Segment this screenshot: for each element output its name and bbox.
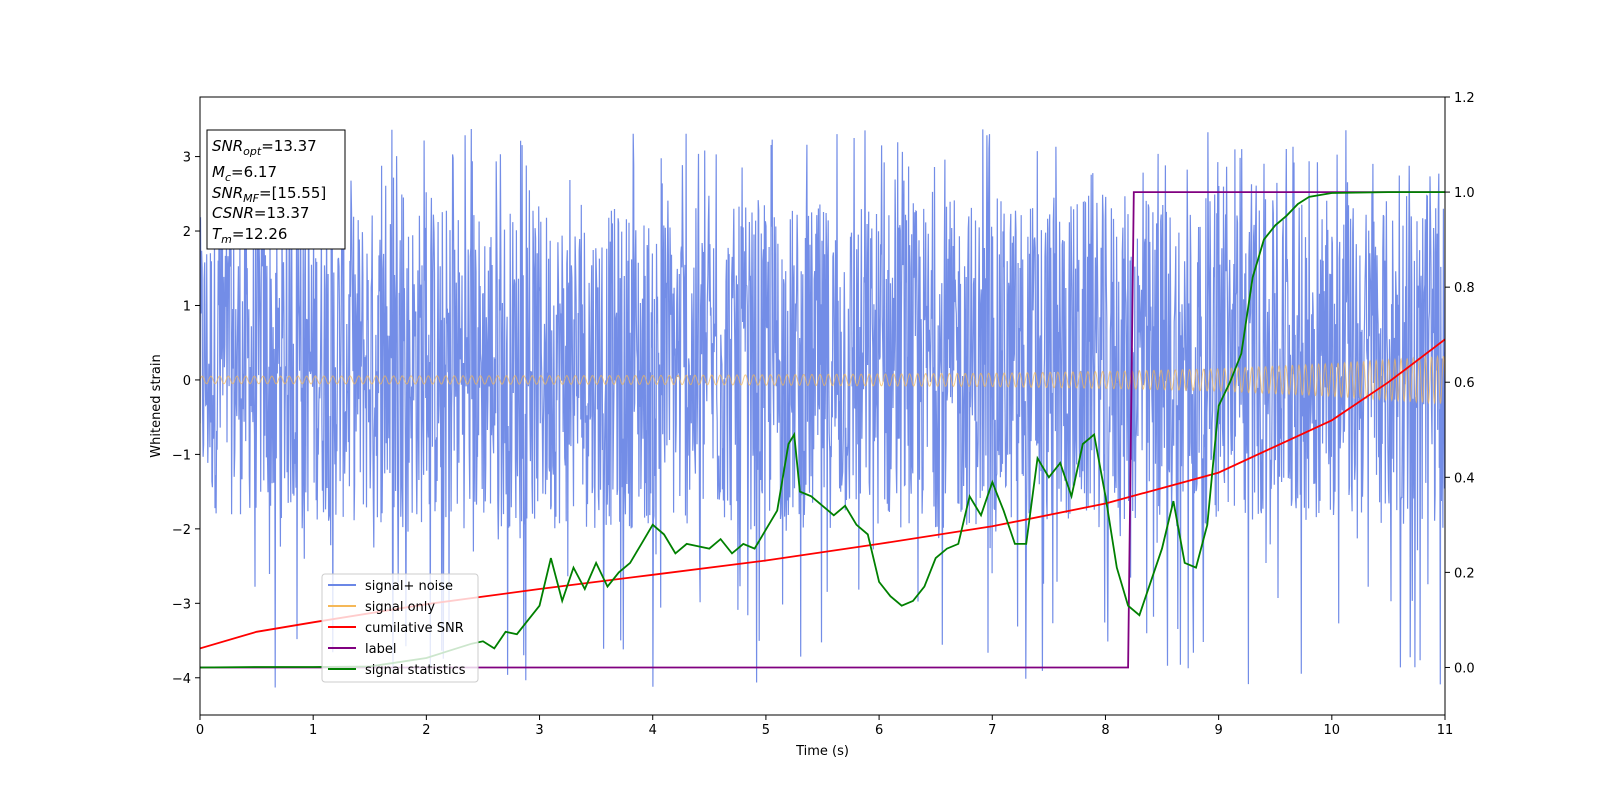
x-tick-label: 3: [535, 723, 543, 738]
info-mc: Mc=6.17: [212, 163, 277, 184]
legend-label-signal-only: signal only: [365, 600, 435, 615]
legend-label-cumulative-snr: cumilative SNR: [365, 621, 464, 636]
y-tick-label: 2: [183, 225, 191, 240]
x-tick-label: 11: [1437, 723, 1454, 738]
x-tick-label: 1: [309, 723, 317, 738]
legend: signal+ noise signal only cumilative SNR…: [321, 573, 479, 683]
x-tick-label: 6: [875, 723, 883, 738]
x-axis-label: Time (s): [795, 744, 849, 759]
series-signal-statistics: [200, 191, 1445, 669]
axis-layer: 0 1 2 3 4 5 6 7 8 9 10 11 −4 −3 −2 −1 0 1 2 3 0.0 0.2 0.4 0.6 0.…: [172, 91, 1475, 738]
y-tick-label: −2: [172, 523, 191, 538]
info-snr-opt: SNRopt=13.37: [212, 137, 317, 158]
info-box: SNRopt=13.37 Mc=6.17 SNRMF=[15.55] CSNR=…: [206, 129, 346, 250]
y2-tick-label: 0.4: [1454, 471, 1475, 486]
info-snr-mf: SNRMF=[15.55]: [212, 184, 326, 205]
plot-frame: [199, 96, 1446, 716]
legend-label-signal-statistics: signal statistics: [365, 663, 466, 678]
x-tick-label: 7: [988, 723, 996, 738]
x-tick-label: 10: [1324, 723, 1341, 738]
x-tick-label: 5: [762, 723, 770, 738]
y-axis-label: Whitened strain: [149, 354, 164, 457]
x-tick-label: 4: [649, 723, 657, 738]
legend-label-signal-noise: signal+ noise: [365, 579, 453, 594]
x-tick-label: 2: [422, 723, 430, 738]
y-tick-label: −1: [172, 448, 191, 463]
info-tm: Tm=12.26: [212, 225, 287, 246]
series-signal-only: [200, 354, 1445, 405]
info-csnr: CSNR=13.37: [212, 204, 309, 222]
y2-tick-label: 0.6: [1454, 376, 1475, 391]
x-tick-label: 8: [1101, 723, 1109, 738]
y-tick-label: 0: [183, 374, 191, 389]
y2-tick-label: 0.0: [1454, 661, 1475, 676]
y-tick-label: 1: [183, 299, 191, 314]
y-tick-label: −4: [172, 672, 191, 687]
y2-tick-label: 1.2: [1454, 91, 1475, 106]
y2-tick-label: 0.2: [1454, 566, 1475, 581]
info-box-frame: [206, 129, 346, 250]
y-tick-label: −3: [172, 597, 191, 612]
y-tick-label: 3: [183, 151, 191, 166]
x-tick-label: 9: [1214, 723, 1222, 738]
y2-tick-label: 0.8: [1454, 281, 1475, 296]
series-label: [200, 191, 1445, 669]
y2-tick-label: 1.0: [1454, 186, 1475, 201]
legend-frame: [321, 573, 479, 683]
series-signal-noise: [200, 128, 1445, 688]
legend-label-label: label: [365, 642, 396, 657]
x-tick-label: 0: [196, 723, 204, 738]
